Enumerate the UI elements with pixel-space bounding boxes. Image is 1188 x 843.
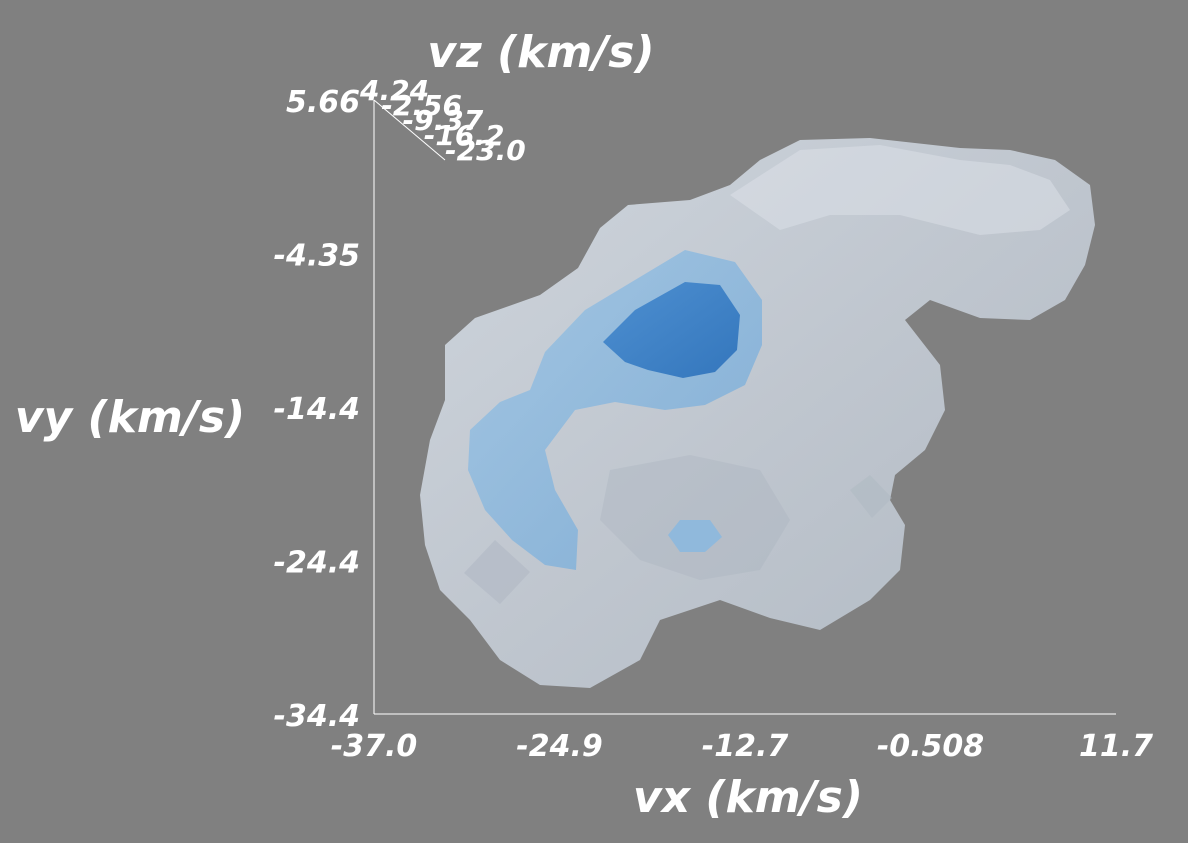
z-tick-label: -16.2 <box>424 119 505 152</box>
z-axis-ticks: 4.24-2.56-9.37-16.2-23.0 <box>359 74 526 167</box>
inner-isosurface <box>603 282 740 378</box>
x-axis-ticks: -37.0 -24.9 -12.7 -0.508 11.7 <box>331 729 1153 764</box>
x-tick-label: -24.9 <box>516 729 602 764</box>
y-tick-label: -34.4 <box>274 699 360 734</box>
x-axis-title: vx (km/s) <box>633 772 863 823</box>
outer-isosurface <box>420 138 1095 688</box>
y-axis-title: vy (km/s) <box>15 392 245 443</box>
y-tick-label: -24.4 <box>274 546 360 581</box>
y-tick-label: -14.4 <box>274 392 360 427</box>
x-tick-label: -0.508 <box>877 729 984 764</box>
x-tick-label: 11.7 <box>1079 729 1153 764</box>
y-tick-label: -4.35 <box>274 239 360 274</box>
x-tick-label: -12.7 <box>702 729 789 764</box>
y-tick-label: 5.66 <box>286 85 360 120</box>
z-axis-title: vz (km/s) <box>427 27 654 78</box>
z-tick-label: -9.37 <box>403 104 484 137</box>
y-axis-ticks: -34.4 -24.4 -14.4 -4.35 5.66 <box>274 85 360 734</box>
x-tick-label: -37.0 <box>331 729 417 764</box>
z-tick-label: 4.24 <box>359 74 429 107</box>
z-axis-line <box>373 99 446 161</box>
z-tick-label: -23.0 <box>445 134 526 167</box>
z-tick-label: -2.56 <box>381 89 462 122</box>
